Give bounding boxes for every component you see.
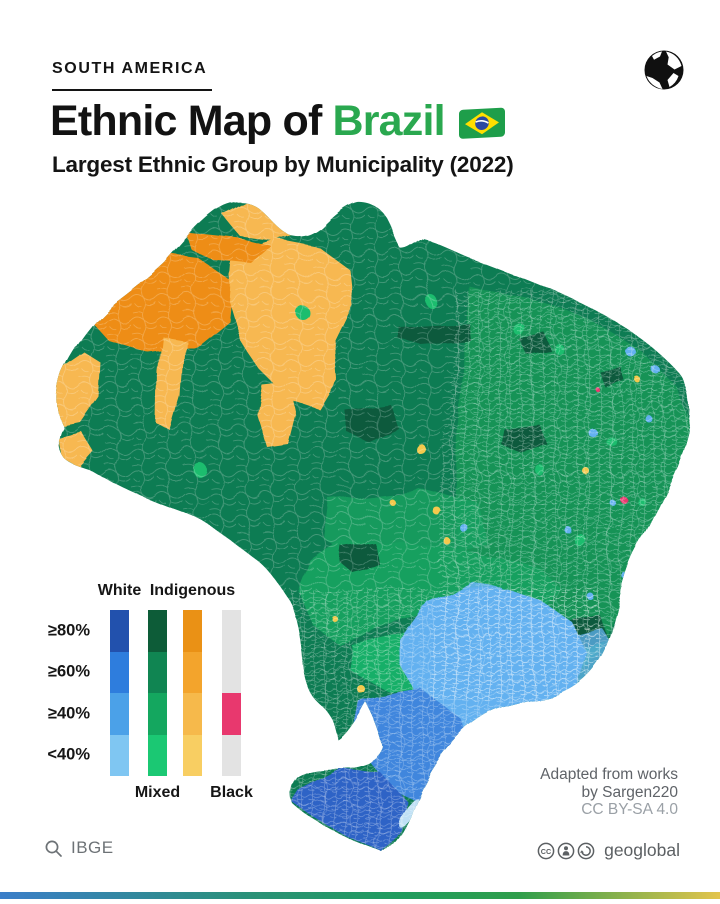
legend-group-label-black: Black (210, 784, 253, 801)
license-icons: CC (537, 842, 595, 860)
legend-swatch-mixed-1 (148, 651, 167, 693)
brazil-flag-icon (458, 107, 505, 139)
data-source: IBGE (44, 838, 114, 858)
page-title: Ethnic Map of Brazil (50, 97, 506, 146)
earth-americas-icon (644, 50, 684, 90)
legend-swatch-indigenous-3 (183, 734, 202, 776)
legend-swatch-mixed-2 (148, 693, 167, 735)
legend-swatch-white-3 (110, 734, 129, 776)
sa-icon (577, 842, 595, 859)
legend-column-indigenous (183, 610, 202, 776)
legend-swatch-white-0 (110, 610, 129, 652)
by-icon (557, 842, 575, 859)
legend-swatch-black-0 (222, 610, 241, 652)
legend-swatch-white-2 (110, 693, 129, 735)
legend-swatch-black-3 (222, 734, 241, 776)
legend-row-label-3: <40% (47, 745, 90, 764)
cc-icon: CC (537, 842, 555, 859)
legend-swatch-black-1 (222, 651, 241, 693)
legend-row-label-0: ≥80% (47, 621, 90, 640)
map-municipal-borders-fine-south (280, 590, 600, 854)
publisher-name: geoglobal (604, 840, 680, 860)
legend-swatch-mixed-0 (148, 610, 167, 652)
svg-text:CC: CC (541, 847, 551, 856)
legend: White Mixed Indigenous Black ≥80% ≥60% ≥40% <40… (36, 582, 253, 804)
data-source-label: IBGE (71, 838, 114, 857)
subtitle: Largest Ethnic Group by Municipality (20… (52, 152, 514, 177)
legend-row-label-1: ≥60% (47, 662, 90, 681)
legend-column-black (222, 610, 241, 776)
legend-column-white (110, 610, 129, 776)
legend-group-label-mixed: Mixed (134, 784, 181, 801)
legend-swatch-indigenous-2 (183, 693, 202, 735)
kicker-label: SOUTH AMERICA (52, 60, 208, 77)
attribution-line-2: by Sargen220 (581, 783, 678, 801)
title-prefix: Ethnic Map of (50, 97, 322, 145)
legend-column-mixed (148, 610, 167, 776)
legend-swatch-indigenous-0 (183, 610, 202, 652)
attribution-license: CC BY-SA 4.0 (581, 801, 678, 818)
legend-swatch-black-2 (222, 693, 241, 735)
legend-row-label-2: ≥40% (47, 704, 90, 723)
search-icon (45, 840, 62, 857)
publisher-credit: CC geoglobal (537, 840, 680, 861)
legend-swatch-white-1 (110, 651, 129, 693)
legend-swatch-indigenous-1 (183, 651, 202, 693)
footer-gradient-strip (0, 892, 720, 899)
legend-group-label-indigenous: Indigenous (149, 582, 236, 599)
title-highlight: Brazil (332, 97, 445, 145)
attribution: Adapted from works by Sargen220 CC BY-SA… (540, 766, 678, 819)
kicker-underline (52, 89, 212, 91)
attribution-line-1: Adapted from works (540, 766, 678, 783)
legend-group-label-white: White (97, 582, 142, 599)
legend-swatch-mixed-3 (148, 734, 167, 776)
